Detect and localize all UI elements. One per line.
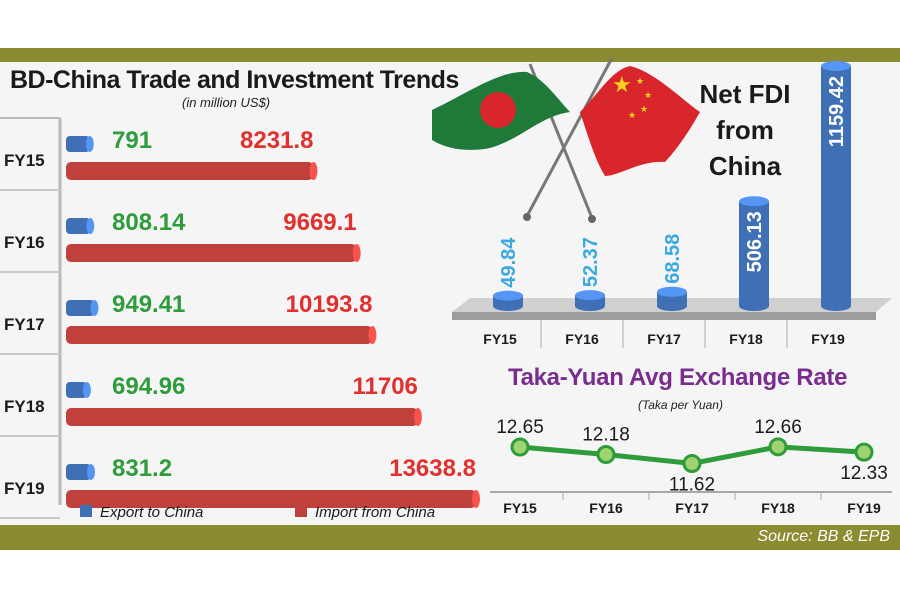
fdi-bar-top — [821, 61, 851, 71]
export-bar-cap — [86, 464, 95, 480]
fx-point — [854, 442, 874, 462]
svg-text:★: ★ — [628, 111, 636, 121]
import-value-label: 9669.1 — [283, 209, 356, 236]
flags-illustration: ★ ★ ★ ★ ★ — [432, 57, 700, 223]
legend-export-swatch — [80, 505, 92, 517]
fx-value-label: 12.65 — [496, 417, 544, 438]
export-bar-cap — [90, 300, 99, 316]
fdi-category-label: FY19 — [811, 331, 845, 347]
fdi-chart: FY15 49.84 FY16 52.37 FY17 68.58 FY18 506.13 FY1… — [452, 61, 892, 348]
import-bar — [66, 326, 373, 344]
legend-export-label: Export to China — [100, 504, 203, 521]
fdi-chart-title: Net FDI from China — [699, 79, 791, 181]
export-bar — [66, 382, 87, 398]
fx-value-label: 12.33 — [840, 463, 888, 484]
export-bar — [66, 218, 91, 234]
import-bar-cap — [309, 162, 318, 180]
import-bar — [66, 244, 357, 262]
fx-category-label: FY18 — [761, 500, 795, 516]
trade-category-label: FY15 — [4, 151, 45, 170]
fx-point — [510, 437, 530, 457]
export-value-label: 694.96 — [112, 373, 185, 400]
fdi-bar-base — [493, 301, 523, 311]
export-bar — [66, 300, 95, 316]
fx-point — [768, 437, 788, 457]
export-value-label: 791 — [112, 127, 152, 154]
import-bar — [66, 162, 314, 180]
legend-import-swatch — [295, 505, 307, 517]
import-value-label: 13638.8 — [389, 455, 476, 482]
svg-text:★: ★ — [612, 73, 632, 98]
fdi-category-label: FY18 — [729, 331, 763, 347]
fdi-value-label: 52.37 — [580, 237, 602, 287]
fx-value-label: 12.18 — [582, 425, 630, 446]
fdi-category-label: FY16 — [565, 331, 599, 347]
trade-category-label: FY19 — [4, 479, 45, 498]
bottom-band — [0, 525, 900, 550]
fdi-bar-base — [821, 301, 851, 311]
trade-category-label: FY17 — [4, 315, 45, 334]
fdi-value-label: 49.84 — [498, 237, 520, 288]
fdi-category-label: FY15 — [483, 331, 517, 347]
import-bar-cap — [368, 326, 377, 344]
fdi-bar — [575, 295, 605, 306]
fx-chart: FY15 12.65 FY16 12.18 FY17 11.62 FY18 12.66 FY19… — [490, 417, 892, 516]
import-bar-cap — [413, 408, 422, 426]
export-bar-cap — [85, 136, 94, 152]
legend-import-label: Import from China — [315, 504, 435, 521]
import-bar — [66, 490, 476, 508]
fdi-bar-top — [493, 290, 523, 301]
trade-chart-title: BD-China Trade and Investment Trends — [10, 66, 459, 94]
export-bar-cap — [86, 218, 95, 234]
fdi-category-label: FY17 — [647, 331, 681, 347]
import-value-label: 11706 — [352, 373, 417, 400]
svg-text:★: ★ — [640, 105, 648, 115]
fdi-bar-top — [739, 196, 769, 207]
fdi-bar-base — [739, 301, 769, 311]
fdi-bar-top — [657, 286, 687, 297]
fx-category-label: FY19 — [847, 500, 881, 516]
export-value-label: 808.14 — [112, 209, 186, 236]
import-value-label: 10193.8 — [286, 291, 373, 318]
fdi-bar — [821, 66, 851, 306]
fx-category-label: FY17 — [675, 500, 709, 516]
fdi-floor-edge — [452, 312, 876, 320]
trade-chart: FY15 791 8231.8 FY16 808.14 9669.1 FY17 949.41 1… — [0, 117, 480, 521]
fdi-bar — [739, 201, 769, 306]
svg-text:★: ★ — [644, 91, 652, 101]
fx-value-label: 11.62 — [669, 474, 715, 495]
svg-text:★: ★ — [636, 77, 644, 87]
fdi-bar-top — [575, 290, 605, 301]
fdi-value-label: 1159.42 — [826, 76, 848, 147]
fx-category-label: FY15 — [503, 500, 537, 516]
trade-chart-subtitle: (in million US$) — [182, 95, 271, 110]
export-bar — [66, 464, 91, 480]
export-bar — [66, 136, 90, 152]
import-bar — [66, 408, 418, 426]
export-bar-cap — [82, 382, 91, 398]
source-note: Source: BB & EPB — [757, 528, 890, 545]
fx-point — [596, 445, 616, 465]
fdi-bar-base — [575, 301, 605, 311]
fx-category-label: FY16 — [589, 500, 623, 516]
fx-value-label: 12.66 — [754, 417, 802, 438]
import-bar-cap — [352, 244, 361, 262]
top-band — [0, 48, 900, 62]
fdi-value-label: 506.13 — [744, 211, 766, 272]
fx-chart-subtitle: (Taka per Yuan) — [638, 398, 723, 412]
fdi-value-label: 68.58 — [662, 234, 684, 284]
fdi-bar-base — [657, 301, 687, 311]
fx-chart-title: Taka-Yuan Avg Exchange Rate — [508, 364, 848, 391]
fdi-bar — [493, 295, 523, 306]
trade-category-label: FY16 — [4, 233, 45, 252]
trade-category-label: FY18 — [4, 397, 45, 416]
export-value-label: 831.2 — [112, 455, 172, 482]
import-bar-cap — [472, 490, 480, 508]
fx-point — [682, 453, 702, 473]
import-value-label: 8231.8 — [240, 127, 313, 154]
export-value-label: 949.41 — [112, 291, 185, 318]
